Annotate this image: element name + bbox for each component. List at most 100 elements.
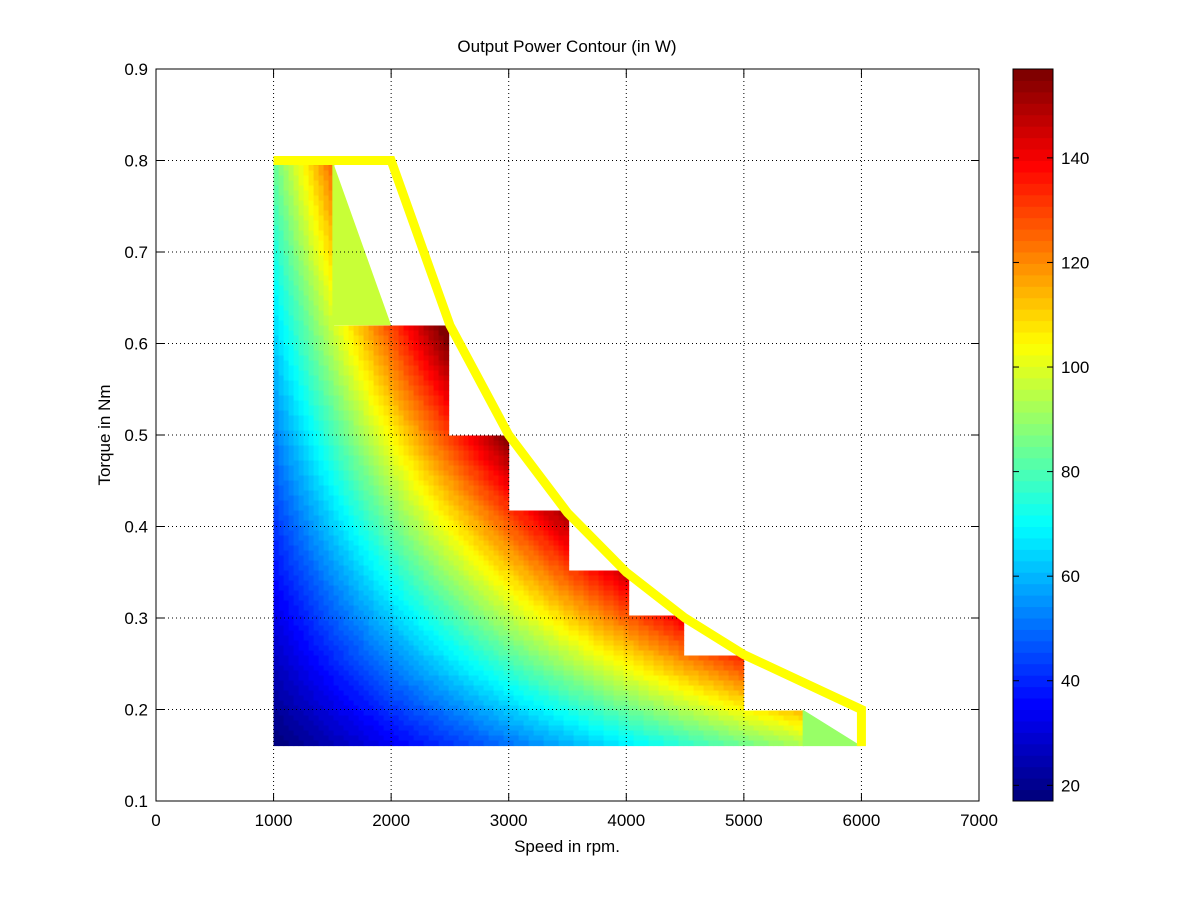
- contour-cell: [288, 460, 295, 467]
- contour-cell: [443, 645, 450, 652]
- contour-cell: [448, 695, 455, 702]
- contour-cell: [288, 695, 295, 702]
- contour-cell: [368, 325, 375, 332]
- contour-cell: [573, 590, 580, 597]
- contour-cell: [338, 350, 345, 357]
- contour-cell: [298, 445, 305, 452]
- contour-cell: [373, 375, 380, 382]
- contour-cell: [298, 335, 305, 342]
- contour-cell: [533, 585, 540, 592]
- contour-cell: [443, 575, 450, 582]
- contour-cell: [303, 670, 310, 677]
- contour-cell: [468, 585, 475, 592]
- contour-cell: [463, 705, 470, 712]
- contour-cell: [293, 395, 300, 402]
- contour-cell: [583, 645, 590, 652]
- contour-cell: [473, 435, 480, 442]
- contour-cell: [408, 420, 415, 427]
- contour-cell: [403, 460, 410, 467]
- contour-cell: [308, 275, 315, 282]
- contour-cell: [383, 430, 390, 437]
- contour-cell: [418, 370, 425, 377]
- contour-cell: [558, 640, 565, 647]
- contour-cell: [323, 690, 330, 697]
- contour-cell: [543, 560, 550, 567]
- contour-cell: [463, 595, 470, 602]
- contour-cell: [313, 245, 320, 252]
- contour-cell: [298, 715, 305, 722]
- contour-cell: [588, 640, 595, 647]
- contour-cell: [323, 685, 330, 692]
- contour-cell: [358, 500, 365, 507]
- contour-cell: [298, 555, 305, 562]
- contour-cell: [483, 665, 490, 672]
- contour-cell: [448, 675, 455, 682]
- contour-cell: [378, 365, 385, 372]
- contour-cell: [488, 435, 495, 442]
- contour-cell: [288, 490, 295, 497]
- contour-cell: [453, 540, 460, 547]
- contour-cell: [563, 685, 570, 692]
- contour-cell: [388, 620, 395, 627]
- contour-cell: [343, 565, 350, 572]
- contour-cell: [513, 610, 520, 617]
- contour-cell: [363, 345, 370, 352]
- contour-cell: [443, 415, 450, 422]
- contour-cell: [428, 360, 435, 367]
- contour-cell: [563, 710, 570, 717]
- contour-cell: [298, 650, 305, 657]
- contour-cell: [563, 540, 570, 547]
- contour-cell: [453, 560, 460, 567]
- contour-cell: [543, 700, 550, 707]
- contour-cell: [583, 635, 590, 642]
- contour-cell: [483, 645, 490, 652]
- contour-cell: [523, 600, 530, 607]
- contour-cell: [433, 375, 440, 382]
- contour-cell: [398, 690, 405, 697]
- contour-cell: [498, 595, 505, 602]
- contour-cell: [288, 290, 295, 297]
- contour-cell: [283, 320, 290, 327]
- contour-cell: [378, 690, 385, 697]
- contour-cell: [293, 495, 300, 502]
- contour-cell: [528, 545, 535, 552]
- contour-cell: [358, 655, 365, 662]
- contour-cell: [343, 490, 350, 497]
- contour-cell: [333, 635, 340, 642]
- contour-cell: [588, 685, 595, 692]
- contour-cell: [413, 660, 420, 667]
- contour-cell: [523, 690, 530, 697]
- contour-cell: [293, 265, 300, 272]
- contour-cell: [533, 720, 540, 727]
- contour-cell: [498, 660, 505, 667]
- contour-cell: [513, 595, 520, 602]
- contour-cell: [428, 730, 435, 737]
- contour-cell: [558, 695, 565, 702]
- contour-cell: [408, 435, 415, 442]
- contour-cell: [338, 695, 345, 702]
- contour-cell: [418, 450, 425, 457]
- contour-cell: [448, 475, 455, 482]
- contour-cell: [558, 720, 565, 727]
- contour-cell: [453, 530, 460, 537]
- contour-cell: [438, 725, 445, 732]
- contour-cell: [348, 545, 355, 552]
- contour-cell: [428, 535, 435, 542]
- contour-cell: [408, 375, 415, 382]
- contour-cell: [313, 210, 320, 217]
- contour-cell: [508, 570, 515, 577]
- contour-cell: [438, 720, 445, 727]
- contour-cell: [353, 660, 360, 667]
- contour-cell: [413, 515, 420, 522]
- contour-cell: [583, 710, 590, 717]
- contour-cell: [348, 595, 355, 602]
- contour-cell: [428, 390, 435, 397]
- contour-cell: [473, 495, 480, 502]
- contour-cell: [493, 495, 500, 502]
- contour-cell: [558, 580, 565, 587]
- contour-cell: [458, 445, 465, 452]
- contour-cell: [603, 680, 610, 687]
- contour-cell: [588, 650, 595, 657]
- contour-cell: [318, 165, 325, 172]
- contour-cell: [308, 450, 315, 457]
